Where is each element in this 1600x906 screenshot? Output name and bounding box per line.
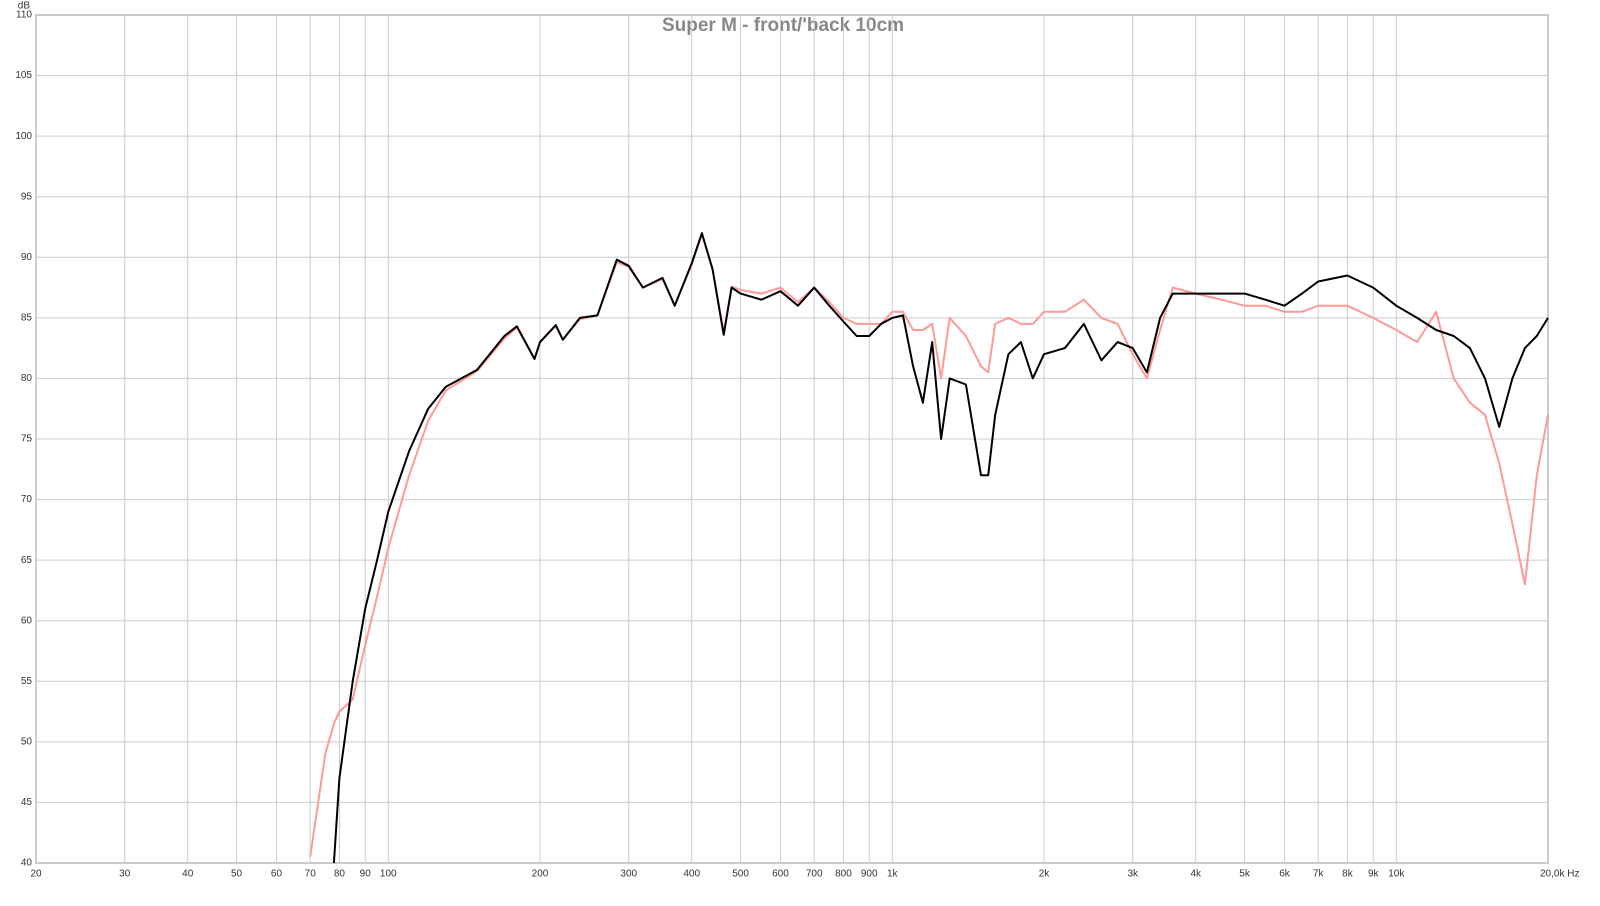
x-tick-label: 30 [119,869,131,880]
x-tick-label: 10k [1388,869,1405,880]
y-tick-label: 60 [21,615,33,626]
x-tick-label: 20 [30,869,42,880]
y-tick-label: 45 [21,797,33,808]
y-tick-label: 100 [15,131,32,142]
x-tick-label: 9k [1368,869,1380,880]
series-line [332,232,1549,864]
y-tick-label: 110 [16,10,32,21]
x-tick-label: 8k [1342,869,1354,880]
x-tick-label: 700 [806,869,823,880]
y-tick-label: 40 [21,858,33,869]
x-tick-label: 6k [1279,869,1291,880]
x-tick-label: 100 [380,869,397,880]
y-tick-label: 95 [21,191,33,202]
x-tick-label: 90 [360,869,372,880]
y-tick-label: 55 [21,676,33,687]
y-axis-label: dB [18,1,31,12]
x-tick-label: 3k [1127,869,1139,880]
x-tick-label: 300 [620,869,637,880]
x-tick-label: 50 [231,869,243,880]
x-tick-label: 5k [1239,869,1251,880]
chart-title: Super M - front/'back 10cm [662,15,904,36]
y-tick-label: 105 [15,70,32,81]
y-tick-label: 80 [21,373,33,384]
series-line [309,233,1549,858]
y-tick-label: 70 [21,494,33,505]
x-tick-label: 60 [271,869,283,880]
y-tick-label: 75 [21,434,33,445]
x-tick-label: 800 [835,869,852,880]
y-tick-label: 85 [21,312,33,323]
x-tick-label: 1k [887,869,899,880]
x-tick-label: 70 [305,869,317,880]
x-tick-label: 80 [334,869,346,880]
x-tick-label: 40 [182,869,194,880]
x-tick-label: 900 [861,869,878,880]
x-tick-label: 200 [532,869,549,880]
y-tick-label: 50 [21,736,33,747]
x-tick-label: 600 [772,869,789,880]
x-tick-label: 2k [1039,869,1051,880]
x-tick-label: 500 [732,869,749,880]
x-tick-label: 4k [1190,869,1202,880]
y-tick-label: 65 [21,555,33,566]
y-tick-label: 90 [21,252,33,263]
x-tick-label: 7k [1313,869,1325,880]
x-tick-label: 20,0k Hz [1540,869,1579,880]
x-tick-label: 400 [683,869,700,880]
